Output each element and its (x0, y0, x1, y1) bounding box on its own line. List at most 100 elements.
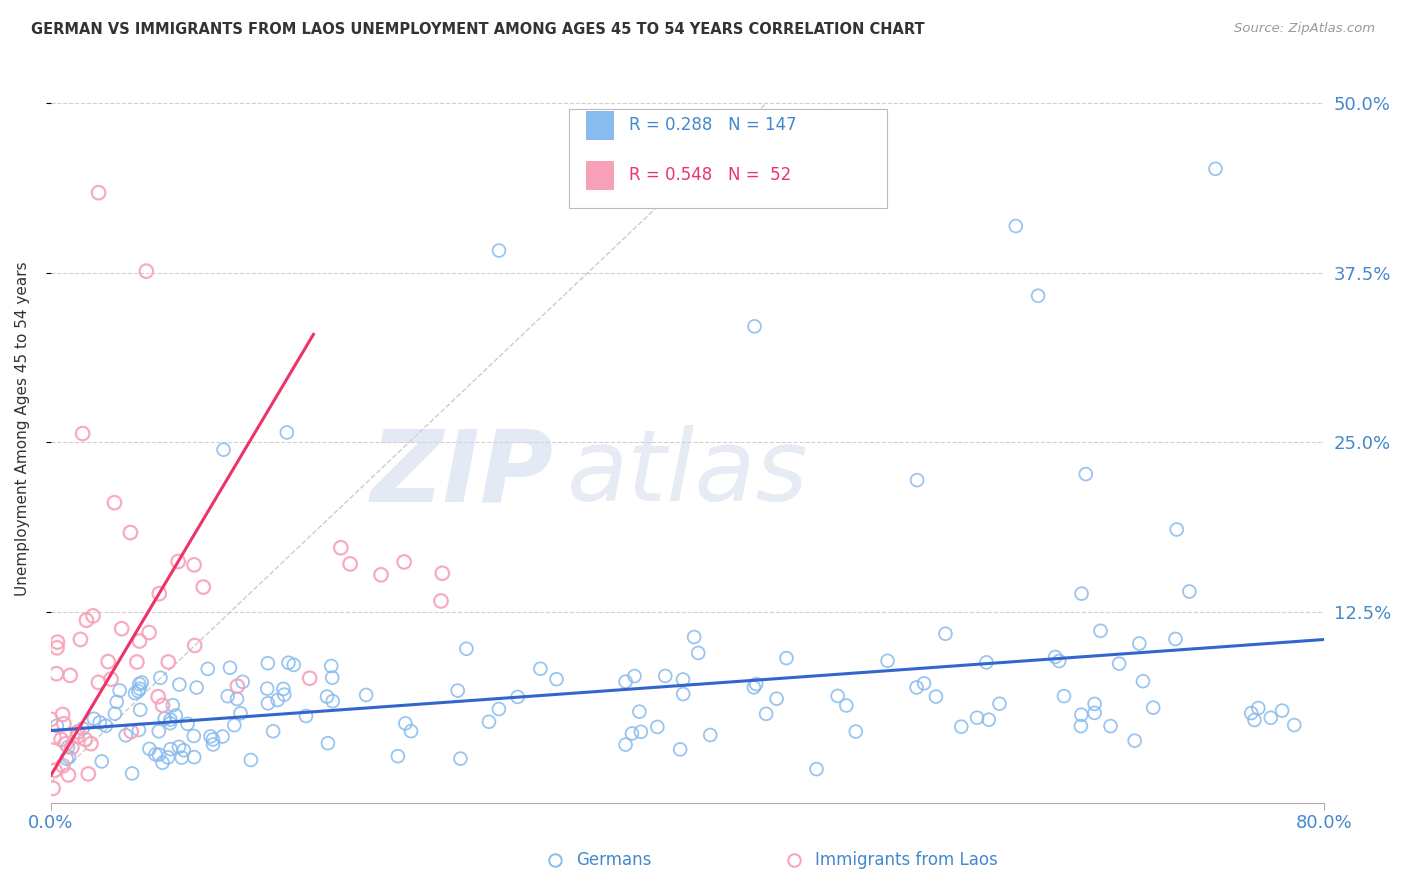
Point (1166, 523, 1188, 537)
Point (1205, 161, 1227, 176)
Point (1243, 713, 1265, 727)
Point (432, 566, 454, 581)
Point (159, 716, 181, 731)
Point (827, 689, 849, 703)
Point (669, 742, 692, 756)
Point (672, 673, 695, 687)
Point (256, 657, 278, 671)
Point (266, 693, 288, 707)
Point (456, 641, 478, 656)
Point (295, 709, 318, 723)
Point (905, 473, 928, 487)
Text: GERMAN VS IMMIGRANTS FROM LAOS UNEMPLOYMENT AMONG AGES 45 TO 54 YEARS CORRELATIO: GERMAN VS IMMIGRANTS FROM LAOS UNEMPLOYM… (31, 22, 925, 37)
Point (156, 750, 179, 764)
Point (370, 567, 392, 582)
Point (321, 671, 343, 685)
Point (135, 264, 157, 278)
Point (988, 697, 1011, 711)
Point (672, 687, 695, 701)
Point (925, 690, 948, 704)
Point (1070, 707, 1092, 722)
Point (159, 742, 181, 756)
Point (75, 613, 97, 627)
Point (478, 714, 501, 729)
Point (845, 724, 868, 739)
Point (97, 655, 120, 669)
Point (277, 656, 299, 670)
Point (488, 244, 510, 258)
Point (623, 669, 645, 683)
Point (114, 728, 136, 742)
Point (1070, 586, 1092, 600)
Point (217, 689, 239, 703)
Point (224, 718, 246, 732)
Point (399, 724, 422, 739)
Point (1047, 654, 1070, 668)
Point (226, 692, 249, 706)
Point (806, 762, 828, 776)
Point (1099, 719, 1122, 733)
Text: R = 0.288   N = 147: R = 0.288 N = 147 (628, 116, 796, 135)
Point (165, 708, 187, 723)
Point (329, 541, 352, 555)
Point (775, 651, 797, 665)
Point (46, 635, 69, 649)
Point (167, 555, 190, 569)
Point (58, 768, 80, 782)
Point (90, 755, 112, 769)
Point (430, 594, 453, 608)
Point (546, 672, 568, 686)
Point (75, 732, 97, 747)
Point (447, 683, 470, 698)
Point (45, 666, 67, 681)
Point (173, 743, 195, 757)
Text: atlas: atlas (567, 425, 808, 522)
Point (46, 640, 69, 655)
Point (45, 719, 67, 733)
Point (1142, 700, 1164, 714)
Point (202, 738, 225, 752)
Point (56, 740, 79, 755)
Point (152, 756, 174, 770)
Point (1247, 701, 1270, 715)
Point (1123, 733, 1146, 747)
Point (55, 737, 77, 751)
Point (72, 426, 94, 441)
Point (89, 715, 111, 730)
Point (654, 669, 676, 683)
Point (183, 639, 205, 653)
Point (66, 725, 89, 739)
Point (322, 694, 344, 708)
Point (966, 711, 988, 725)
Point (59, 668, 82, 682)
Point (129, 703, 152, 717)
Point (44, 764, 66, 778)
Point (276, 425, 298, 440)
Point (1108, 657, 1130, 671)
Point (94, 719, 117, 733)
Point (124, 686, 146, 700)
Point (1045, 649, 1067, 664)
Point (138, 625, 160, 640)
Point (1284, 718, 1306, 732)
Point (219, 661, 242, 675)
Point (148, 724, 170, 739)
Point (111, 622, 134, 636)
Point (256, 681, 278, 696)
Bar (585, 161, 613, 190)
Point (72, 722, 94, 736)
Point (977, 713, 1000, 727)
Point (152, 698, 174, 713)
Point (744, 319, 766, 334)
Point (488, 702, 510, 716)
Point (52, 707, 75, 722)
Point (1053, 689, 1076, 703)
Text: ZIP: ZIP (371, 425, 554, 522)
Point (912, 676, 935, 690)
Point (1090, 624, 1112, 638)
Point (620, 726, 643, 740)
Point (1164, 632, 1187, 646)
Point (87, 675, 110, 690)
Point (298, 671, 321, 685)
Point (87, 186, 110, 200)
